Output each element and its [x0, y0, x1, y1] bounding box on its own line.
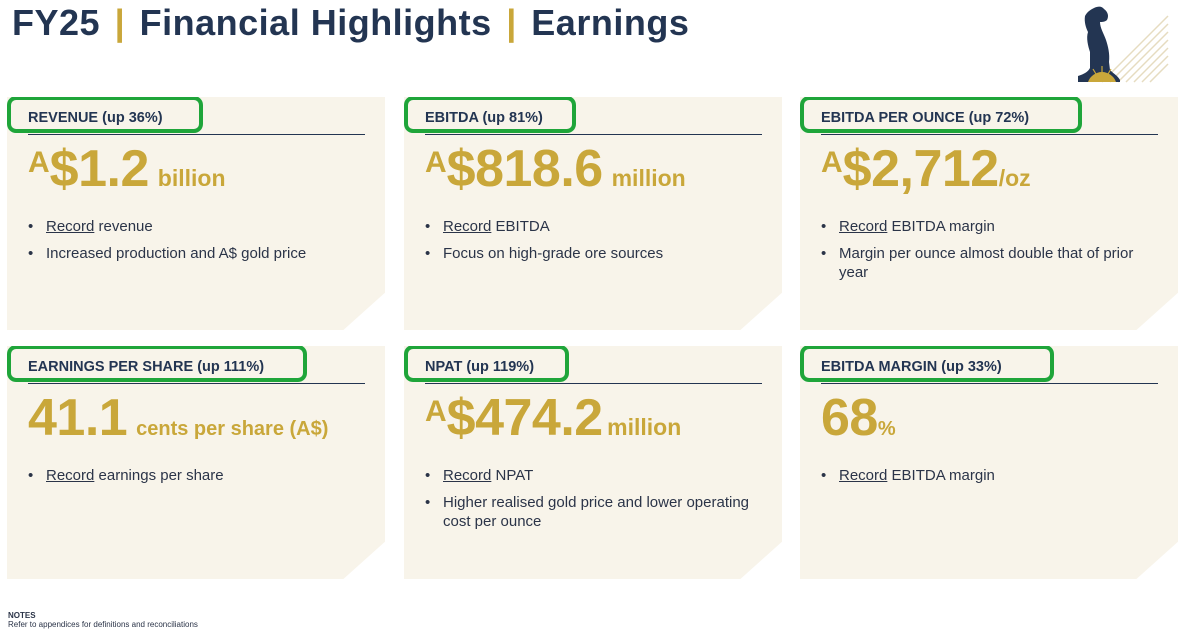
metric-unit: billion — [157, 165, 226, 191]
bullet-icon: • — [425, 218, 431, 235]
metric-prefix: A — [425, 395, 447, 428]
bullet-icon: • — [821, 218, 827, 235]
underlined-text: Record — [46, 467, 95, 484]
underlined-text: Record — [839, 467, 888, 484]
list-item: • Record EBITDA — [425, 217, 755, 236]
bullet-list: • Record revenue • Increased production an… — [28, 217, 358, 271]
bullet-icon: • — [821, 245, 827, 262]
bullet-icon: • — [821, 467, 827, 484]
highlight-box — [404, 346, 569, 382]
metric-number: 68 — [821, 389, 878, 447]
title-separator: | — [114, 2, 126, 43]
metric-value: A$1.2 billion — [28, 139, 226, 199]
highlight-box — [404, 97, 576, 133]
title-separator: | — [506, 2, 517, 43]
bullet-text: Focus on high-grade ore sources — [443, 245, 664, 262]
metric-number: $1.2 — [49, 140, 150, 198]
list-item: • Focus on high-grade ore sources — [425, 244, 755, 263]
underlined-text: Record — [839, 218, 888, 235]
metric-unit: % — [877, 418, 896, 440]
card-label: EBITDA PER OUNCE (up 72%) — [821, 110, 1030, 126]
title-sub: Earnings — [531, 2, 690, 43]
divider — [821, 134, 1158, 135]
page-title: FY25 | Financial Highlights | Earnings — [12, 2, 689, 44]
metric-value: A$2,712/oz — [821, 139, 1031, 199]
ebitda-card: EBITDA (up 81%) A$818.6 million • Record … — [404, 97, 782, 330]
list-item: • Record EBITDA margin — [821, 217, 1151, 236]
bullet-text: NPAT — [491, 467, 534, 484]
metric-prefix: A — [425, 146, 447, 179]
bullet-icon: • — [28, 467, 34, 484]
bullet-icon: • — [425, 467, 431, 484]
notes-text: Refer to appendices for definitions and … — [8, 620, 198, 629]
list-item: • Margin per ounce almost double that of … — [821, 244, 1151, 282]
list-item: • Record NPAT — [425, 466, 755, 485]
bullet-icon: • — [425, 494, 431, 511]
underlined-text: Record — [46, 218, 95, 235]
bullet-list: • Record EBITDA margin • Margin per ounce … — [821, 217, 1151, 290]
bullet-text: EBITDA — [491, 218, 550, 235]
earnings-per-share-card: EARNINGS PER SHARE (up 111%) 41.1 cents … — [7, 346, 385, 579]
footnotes: NOTES Refer to appendices for definition… — [8, 611, 198, 629]
highlight-box — [7, 97, 203, 133]
bullet-list: • Record EBITDA • Focus on high-grade ore … — [425, 217, 755, 271]
metric-value: 68% — [821, 388, 896, 448]
highlight-box — [7, 346, 307, 382]
list-item: • Record revenue — [28, 217, 358, 236]
bullet-icon: • — [28, 245, 34, 262]
list-item: • Record earnings per share — [28, 466, 358, 485]
divider — [821, 383, 1158, 384]
list-item: • Record EBITDA margin — [821, 466, 1151, 485]
card-label: REVENUE (up 36%) — [28, 110, 163, 126]
bullet-text: revenue — [94, 218, 153, 235]
metric-prefix: A — [821, 146, 843, 179]
bullet-list: • Record NPAT • Higher realised gold price… — [425, 466, 755, 539]
horse-logo-icon — [1076, 2, 1170, 84]
metric-value: A$474.2 million — [425, 388, 681, 448]
bullet-text: Margin per ounce almost double that of p… — [839, 245, 1134, 281]
highlight-box — [800, 97, 1082, 133]
title-year: FY25 — [12, 2, 101, 43]
underlined-text: Record — [443, 218, 492, 235]
metric-unit: million — [607, 414, 682, 440]
bullet-list: • Record EBITDA margin — [821, 466, 1151, 493]
metric-number: $2,712 — [842, 140, 1000, 198]
metric-number: $474.2 — [446, 389, 604, 447]
ebitda-margin-card: EBITDA MARGIN (up 33%) 68% • Record EBITD… — [800, 346, 1178, 579]
bullet-text: Higher realised gold price and lower ope… — [443, 494, 750, 530]
npat-card: NPAT (up 119%) A$474.2 million • Record N… — [404, 346, 782, 579]
bullet-text: earnings per share — [94, 467, 224, 484]
metric-value: 41.1 cents per share (A$) — [28, 388, 328, 448]
title-main: Financial Highlights — [139, 2, 492, 43]
metric-value: A$818.6 million — [425, 139, 686, 199]
divider — [425, 383, 762, 384]
list-item: • Increased production and A$ gold price — [28, 244, 358, 263]
divider — [28, 383, 365, 384]
bullet-text: Increased production and A$ gold price — [46, 245, 307, 262]
bullet-icon: • — [425, 245, 431, 262]
bullet-text: EBITDA margin — [887, 467, 995, 484]
highlight-box — [800, 346, 1054, 382]
card-label: NPAT (up 119%) — [425, 359, 535, 375]
bullet-list: • Record earnings per share — [28, 466, 358, 493]
metric-unit: million — [611, 165, 686, 191]
metric-unit: /oz — [998, 165, 1031, 191]
ebitda-per-ounce-card: EBITDA PER OUNCE (up 72%) A$2,712/oz • Re… — [800, 97, 1178, 330]
notes-title: NOTES — [8, 611, 36, 620]
card-label: EBITDA (up 81%) — [425, 110, 543, 126]
card-label: EARNINGS PER SHARE (up 111%) — [28, 359, 265, 375]
list-item: • Higher realised gold price and lower op… — [425, 493, 755, 531]
metric-unit: cents per share (A$) — [136, 418, 329, 440]
bullet-icon: • — [28, 218, 34, 235]
revenue-card: REVENUE (up 36%) A$1.2 billion • Record r… — [7, 97, 385, 330]
metric-number: 41.1 — [28, 389, 128, 447]
divider — [28, 134, 365, 135]
underlined-text: Record — [443, 467, 492, 484]
card-label: EBITDA MARGIN (up 33%) — [821, 359, 1002, 375]
metric-number: $818.6 — [446, 140, 604, 198]
bullet-text: EBITDA margin — [887, 218, 995, 235]
metric-prefix: A — [28, 146, 50, 179]
divider — [425, 134, 762, 135]
